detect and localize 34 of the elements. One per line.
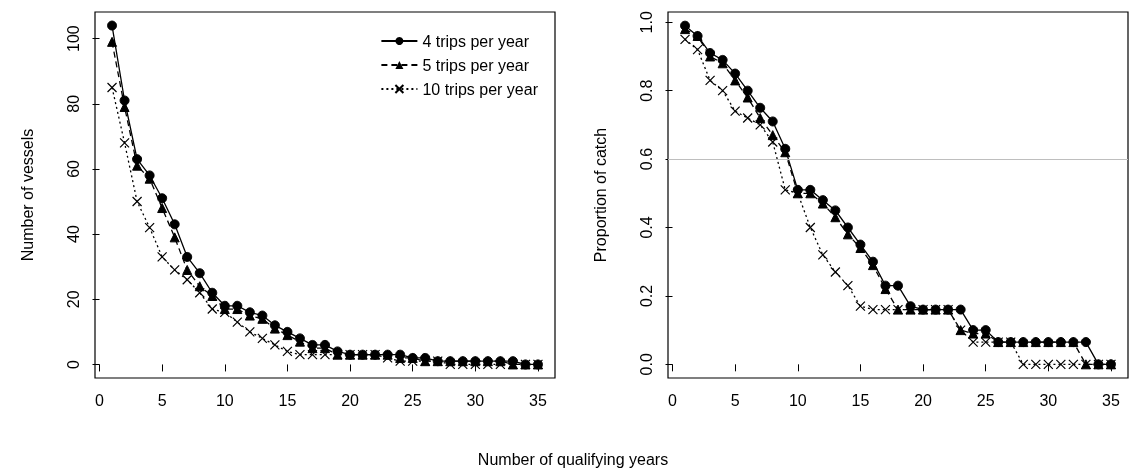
y-axis-title: Proportion of catch [591,127,609,263]
x-axis-title: Number of qualifying years [476,451,670,469]
x-tick-label: 20 [341,391,360,409]
y-tick-label: 0.8 [637,79,655,102]
x-tick-label: 10 [215,391,234,409]
x-tick-label: 15 [851,391,870,409]
y-tick-label: 20 [64,290,82,309]
y-tick-label: 40 [64,225,82,243]
x-tick-label: 20 [914,391,933,409]
x-tick-label: 5 [157,391,167,409]
legend-label: 10 trips per year [422,80,539,98]
x-tick-label: 5 [730,391,740,409]
y-tick-label: 0.2 [637,284,655,308]
y-tick-label: 100 [64,25,82,52]
legend-label: 4 trips per year [422,32,530,50]
y-tick-label: 0 [64,359,82,369]
x-tick-label: 15 [278,391,297,409]
x-tick-label: 30 [466,391,485,409]
x-tick-label: 25 [403,391,422,409]
y-axis-title: Number of vessels [18,128,36,262]
x-tick-label: 35 [529,391,547,409]
legend-label: 5 trips per year [422,56,530,74]
x-tick-label: 0 [668,391,678,409]
y-tick-label: 0.0 [637,353,655,376]
x-tick-label: 30 [1039,391,1058,409]
y-tick-label: 60 [64,159,82,178]
y-tick-label: 0.6 [637,147,655,171]
x-tick-label: 35 [1102,391,1120,409]
y-tick-label: 80 [64,94,82,113]
x-tick-label: 10 [788,391,807,409]
y-tick-label: 0.4 [637,216,655,239]
y-tick-label: 1.0 [637,11,655,34]
x-tick-label: 25 [976,391,995,409]
x-tick-label: 0 [95,391,105,409]
